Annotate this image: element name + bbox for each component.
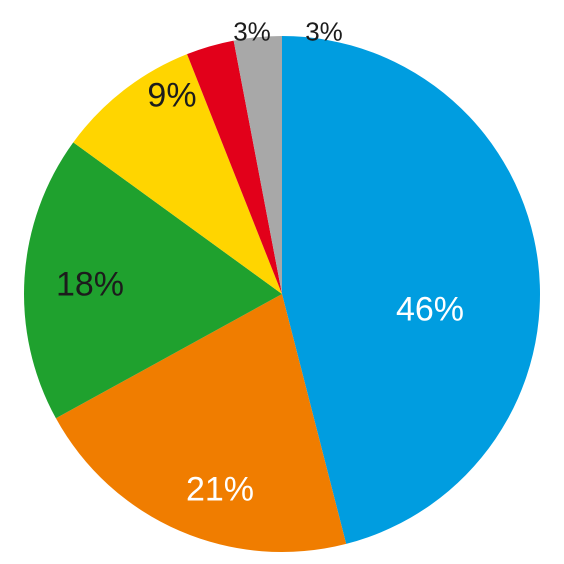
pie-svg [0, 0, 564, 564]
pie-chart: 46%21%18%9%3%3% [0, 0, 564, 564]
